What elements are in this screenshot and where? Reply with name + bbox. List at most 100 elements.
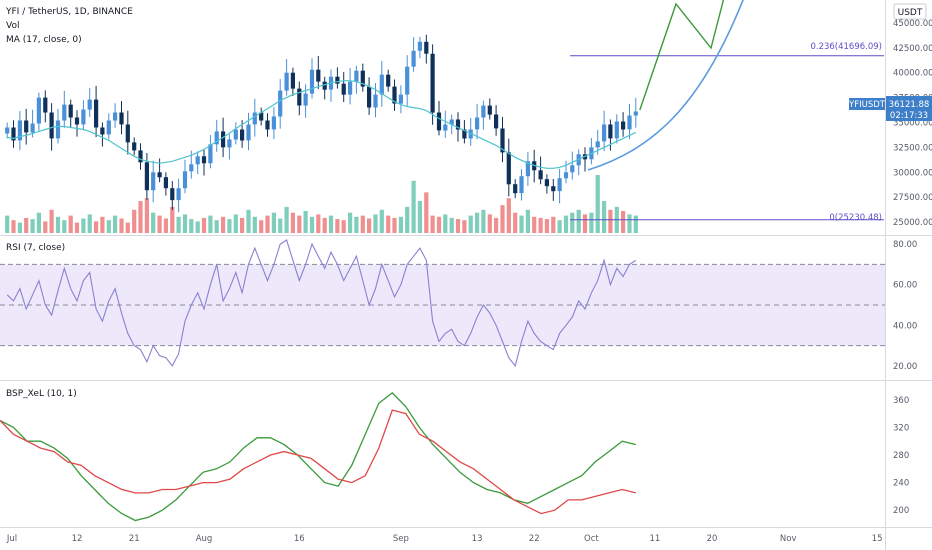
volume-bar bbox=[252, 216, 257, 233]
time-axis-tick: 15 bbox=[872, 534, 883, 544]
candle-body bbox=[436, 112, 442, 131]
volume-bar bbox=[11, 220, 16, 233]
volume-bar bbox=[621, 211, 626, 233]
candle-body bbox=[214, 131, 219, 145]
volume-bar bbox=[24, 217, 29, 233]
ma-indicator-label[interactable]: MA (17, close, 0) bbox=[6, 35, 82, 45]
time-axis-tick: 22 bbox=[529, 534, 540, 544]
vol-indicator-label[interactable]: Vol bbox=[6, 21, 19, 31]
moving-average-line bbox=[7, 80, 637, 169]
candle-body bbox=[163, 177, 168, 189]
candle-body bbox=[544, 179, 549, 187]
parabolic-curve[interactable] bbox=[587, 0, 745, 171]
candle-body bbox=[278, 90, 283, 117]
time-axis-tick: 12 bbox=[72, 534, 83, 544]
time-axis-tick: 21 bbox=[129, 534, 140, 544]
candle-body bbox=[443, 124, 448, 131]
projection-drawings[interactable] bbox=[587, 0, 745, 171]
volume-bar bbox=[455, 219, 461, 233]
candle-body bbox=[138, 150, 143, 163]
volume-bar bbox=[170, 206, 175, 233]
candle-body bbox=[519, 176, 524, 194]
candle-body bbox=[170, 188, 175, 201]
volume-bar bbox=[328, 215, 334, 233]
volume-bar bbox=[424, 192, 429, 233]
volume-bar bbox=[487, 214, 492, 233]
fibonacci-levels[interactable] bbox=[570, 55, 884, 221]
candle-body bbox=[221, 131, 226, 148]
candle-body bbox=[487, 105, 492, 115]
candle-body bbox=[551, 186, 556, 192]
candle-body bbox=[297, 88, 302, 106]
currency-button-label: USDT bbox=[898, 8, 923, 18]
time-axis-tick: Sep bbox=[393, 534, 409, 544]
price-axis-tick: 40000.00 bbox=[893, 69, 932, 79]
candle-body bbox=[17, 120, 22, 141]
candle-body bbox=[360, 70, 365, 87]
bsp-axis-tick: 200 bbox=[893, 506, 909, 516]
candlesticks bbox=[5, 34, 638, 213]
candle-body bbox=[246, 124, 251, 141]
bsp-indicator-label[interactable]: BSP_XeL (10, 1) bbox=[6, 389, 77, 399]
volume-bar bbox=[100, 216, 105, 233]
volume-bar bbox=[55, 216, 61, 233]
candle-body bbox=[563, 172, 569, 179]
candle-body bbox=[259, 112, 264, 121]
bsp-axis-tick: 280 bbox=[893, 451, 909, 461]
candle-body bbox=[348, 81, 353, 95]
time-axis-tick: 13 bbox=[472, 534, 483, 544]
candle-body bbox=[265, 120, 270, 130]
price-axis-tick: 35000.00 bbox=[893, 119, 932, 129]
volume-bar bbox=[233, 214, 238, 233]
volume-bar bbox=[544, 219, 549, 233]
candle-body bbox=[335, 76, 340, 84]
candle-body bbox=[182, 171, 188, 189]
candle-body bbox=[176, 188, 181, 201]
volume-bar bbox=[189, 219, 194, 233]
candle-body bbox=[595, 141, 600, 148]
rsi-pane bbox=[0, 239, 885, 368]
candle-body bbox=[74, 117, 80, 125]
volume-bar bbox=[392, 217, 397, 233]
rsi-indicator-label[interactable]: RSI (7, close) bbox=[6, 243, 65, 253]
projection-zigzag[interactable] bbox=[639, 0, 726, 111]
fib-label-upper: 0.236(41696.09) bbox=[810, 42, 882, 52]
candle-body bbox=[151, 172, 156, 191]
volume-bar bbox=[43, 221, 48, 233]
volume-bar bbox=[322, 217, 327, 233]
volume-bar bbox=[506, 198, 511, 233]
candle-body bbox=[11, 127, 16, 141]
volume-bar bbox=[360, 215, 365, 233]
volume-bar bbox=[557, 220, 562, 233]
volume-bar bbox=[417, 201, 422, 233]
candle-body bbox=[157, 172, 162, 178]
candle-body bbox=[417, 41, 422, 51]
candle-body bbox=[494, 114, 499, 129]
candle-body bbox=[602, 124, 607, 142]
candle-body bbox=[341, 83, 346, 95]
chart-symbol-title[interactable]: YFI / TetherUS, 1D, BINANCE bbox=[5, 7, 133, 17]
candle-body bbox=[316, 69, 321, 82]
last-price-tag: YFIUSDT 36121.88 02:17:33 bbox=[848, 96, 932, 121]
candle-body bbox=[119, 112, 124, 125]
volume-bar bbox=[341, 220, 346, 233]
rsi-axis-tick: 40.00 bbox=[893, 321, 917, 331]
candle-body bbox=[252, 112, 257, 125]
volume-bar bbox=[49, 209, 54, 233]
time-axis-tick: Oct bbox=[584, 534, 599, 544]
candle-body bbox=[36, 97, 41, 124]
volume-bar bbox=[335, 219, 340, 233]
volume-bar bbox=[36, 212, 41, 233]
candle-body bbox=[144, 162, 149, 191]
volume-bar bbox=[17, 222, 22, 233]
candle-body bbox=[608, 124, 613, 139]
volume-bar bbox=[633, 215, 638, 233]
volume-bar bbox=[563, 215, 569, 233]
bsp-red-line bbox=[0, 409, 636, 515]
currency-button[interactable]: USDT bbox=[893, 3, 927, 20]
candle-body bbox=[62, 104, 67, 121]
volume-bar bbox=[125, 222, 130, 233]
candle-body bbox=[233, 129, 238, 140]
candle-body bbox=[309, 69, 315, 94]
